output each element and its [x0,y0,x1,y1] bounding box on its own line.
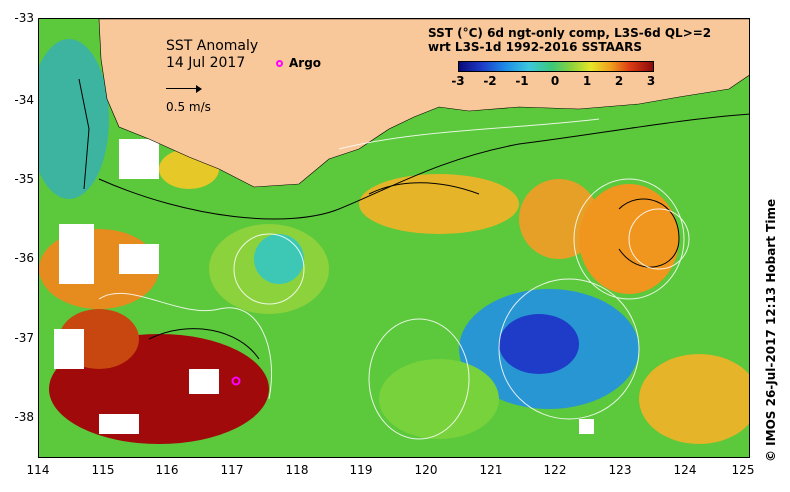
current-streamline [368,182,480,195]
colorbar [458,61,654,72]
scale-arrow-icon [166,84,202,94]
caption-line-1: SST (°C) 6d ngt-only comp, L3S-6d QL>=2 [428,26,712,40]
caption-line-2: wrt L3S-1d 1992-2016 SSTAARS [428,40,643,54]
lon-tick: 124 [673,463,697,477]
contour-line [338,118,600,150]
map-date: 14 Jul 2017 [166,55,246,71]
current-streamline [148,328,260,360]
current-streamline [98,113,749,220]
sst-patch [39,39,109,199]
contour-line [368,318,470,440]
map-title: SST Anomaly [166,38,259,54]
no-data-patch [119,244,159,274]
lon-tick: 116 [155,463,179,477]
lon-tick: 125 [731,463,755,477]
no-data-patch [119,139,159,179]
velocity-scale: 0.5 m/s [166,84,211,114]
no-data-patch [59,224,94,284]
colorbar-tick: -2 [483,74,497,88]
contour-line [233,233,305,305]
contour-line [98,292,273,400]
lat-tick: -34 [14,93,34,107]
timestamp: © IMOS 26-Jul-2017 12:13 Hobart Time [764,198,778,462]
current-vectors [78,78,749,360]
colorbar-tick: 1 [582,74,592,88]
no-data-patch [54,329,84,369]
lat-tick: -35 [14,172,34,186]
colorbar-tick: 0 [550,74,560,88]
sst-patch [254,234,304,284]
lat-tick: -33 [14,11,34,25]
lon-tick: 118 [285,463,309,477]
sst-patch [379,359,499,439]
sst-cold-core [499,314,579,374]
argo-legend: Argo [276,56,321,70]
lat-tick: -38 [14,410,34,424]
lon-tick: 120 [414,463,438,477]
contour-line [628,208,690,270]
lon-tick: 117 [220,463,244,477]
map-caption: SST (°C) 6d ngt-only comp, L3S-6d QL>=2 … [428,26,711,54]
lon-tick: 115 [91,463,115,477]
scale-label: 0.5 m/s [166,100,211,114]
argo-label: Argo [289,56,322,70]
colorbar-tick: -3 [451,74,465,88]
argo-float-marker[interactable] [231,376,241,386]
colorbar-tick: 3 [646,74,656,88]
ssh-contours [98,118,690,440]
no-data-patch [99,414,139,434]
no-data-patch [579,419,594,434]
lon-tick: 122 [543,463,567,477]
colorbar-tick: 2 [614,74,624,88]
colorbar-tick: -1 [515,74,529,88]
lon-tick: 123 [608,463,632,477]
current-streamline [78,78,90,190]
lat-tick: -36 [14,251,34,265]
lon-tick: 121 [479,463,503,477]
lon-tick: 119 [349,463,373,477]
contour-line [573,178,685,300]
map-title-block: SST Anomaly 14 Jul 2017 [166,38,258,72]
no-data-patch [189,369,219,394]
lon-tick: 114 [26,463,50,477]
current-streamline [618,198,680,268]
contour-line [498,278,640,420]
lat-tick: -37 [14,331,34,345]
argo-icon [276,60,283,67]
sst-patch [639,354,749,444]
sst-patch [359,174,519,234]
